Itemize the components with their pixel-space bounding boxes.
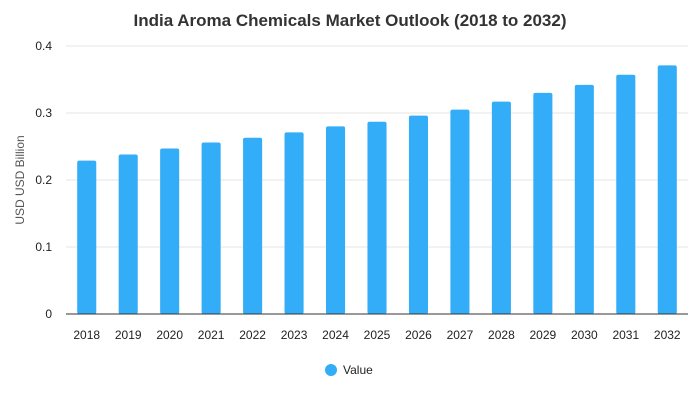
bar-2023[interactable] xyxy=(284,132,304,314)
axes: 0 0.1 0.2 0.3 0.4 2018 2019 2020 2021 2022 2023 202… xyxy=(35,39,688,342)
bar-2024[interactable] xyxy=(325,126,346,315)
x-tick-label: 2030 xyxy=(571,328,598,342)
x-tick-label: 2025 xyxy=(364,328,391,342)
legend-marker[interactable] xyxy=(325,364,337,376)
bar-2030[interactable] xyxy=(574,84,594,314)
y-axis-title: USD USD Billion xyxy=(13,135,27,224)
bar-2021[interactable] xyxy=(201,142,221,314)
bar-2032[interactable] xyxy=(657,65,677,315)
y-tick-label: 0.4 xyxy=(35,39,52,53)
chart-title: India Aroma Chemicals Market Outlook (20… xyxy=(133,11,566,30)
x-tick-label: 2028 xyxy=(488,328,515,342)
x-tick-label: 2021 xyxy=(198,328,225,342)
bar-2028[interactable] xyxy=(491,101,511,314)
legend[interactable]: Value xyxy=(325,363,373,377)
bar-2029[interactable] xyxy=(533,92,553,315)
bars xyxy=(77,65,677,315)
legend-label[interactable]: Value xyxy=(343,363,373,377)
y-tick-label: 0.3 xyxy=(35,106,52,120)
x-tick-label: 2032 xyxy=(654,328,681,342)
x-tick-label: 2020 xyxy=(156,328,183,342)
x-tick-label: 2022 xyxy=(239,328,266,342)
x-tick-label: 2023 xyxy=(281,328,308,342)
bar-2020[interactable] xyxy=(160,148,180,314)
x-tick-label: 2024 xyxy=(322,328,349,342)
bar-2031[interactable] xyxy=(616,74,636,314)
x-tick-label: 2027 xyxy=(447,328,474,342)
y-tick-label: 0.2 xyxy=(35,173,52,187)
bar-2027[interactable] xyxy=(450,109,470,315)
bar-2019[interactable] xyxy=(118,154,138,314)
y-tick-label: 0 xyxy=(45,307,52,321)
x-tick-label: 2019 xyxy=(115,328,142,342)
bar-2022[interactable] xyxy=(243,137,263,314)
x-tick-label: 2029 xyxy=(530,328,557,342)
x-tick-label: 2018 xyxy=(73,328,100,342)
y-tick-label: 0.1 xyxy=(35,240,52,254)
x-tick-label: 2026 xyxy=(405,328,432,342)
bar-2026[interactable] xyxy=(408,115,429,315)
bar-2025[interactable] xyxy=(367,121,387,315)
x-tick-label: 2031 xyxy=(612,328,639,342)
bar-2018[interactable] xyxy=(77,160,97,314)
